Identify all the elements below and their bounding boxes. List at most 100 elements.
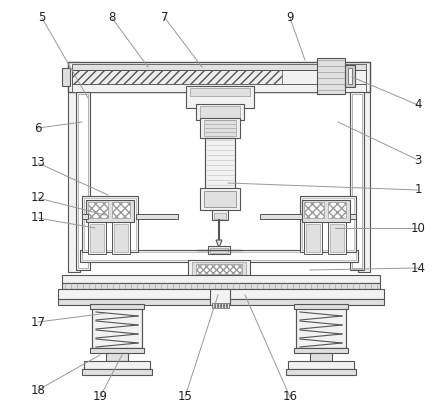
Bar [286, 369, 356, 375]
Bar [58, 289, 384, 299]
Bar [205, 138, 235, 198]
Bar [227, 303, 229, 308]
Bar [345, 65, 355, 87]
Text: 16: 16 [283, 391, 298, 403]
Bar [302, 198, 354, 250]
Bar [114, 224, 128, 252]
Bar [296, 308, 346, 348]
Bar [72, 64, 366, 70]
Bar [62, 283, 380, 289]
Bar [296, 308, 346, 348]
Text: 10: 10 [411, 222, 425, 235]
Bar [208, 246, 230, 254]
Bar [350, 92, 364, 270]
Bar [88, 222, 106, 254]
Bar [304, 202, 324, 218]
Bar [62, 275, 380, 283]
Bar [210, 289, 230, 305]
Bar [310, 353, 332, 361]
Bar [112, 222, 130, 254]
Bar [260, 214, 302, 219]
Text: 11: 11 [31, 212, 46, 225]
Text: 5: 5 [38, 11, 46, 24]
Bar [112, 202, 130, 218]
Bar [215, 303, 217, 308]
Bar [90, 224, 104, 252]
Bar [136, 214, 178, 219]
Text: 19: 19 [93, 391, 108, 403]
Bar [352, 94, 362, 268]
Text: 17: 17 [31, 316, 46, 328]
Bar [88, 202, 108, 218]
Bar [210, 248, 228, 253]
Bar [224, 303, 226, 308]
Text: 13: 13 [31, 157, 46, 170]
Bar [78, 94, 88, 268]
Bar [192, 262, 246, 276]
Bar [300, 196, 356, 252]
Bar [214, 213, 226, 219]
Text: 15: 15 [178, 391, 192, 403]
Bar [350, 214, 356, 219]
Text: 14: 14 [411, 261, 425, 274]
Bar [204, 120, 236, 136]
Bar [294, 304, 348, 309]
Bar [186, 86, 254, 108]
Bar [84, 198, 136, 250]
Bar [92, 308, 142, 348]
Text: 3: 3 [414, 153, 422, 166]
Bar [212, 303, 214, 308]
Bar [196, 104, 244, 120]
Bar [82, 252, 356, 260]
Bar [205, 138, 235, 198]
Bar [212, 210, 228, 220]
Bar [190, 88, 250, 96]
Bar [200, 106, 240, 118]
Text: 8: 8 [108, 11, 116, 24]
Bar [84, 361, 150, 369]
Bar [317, 58, 345, 94]
Text: 4: 4 [414, 98, 422, 111]
Bar [90, 304, 144, 309]
Polygon shape [216, 240, 222, 248]
Bar [200, 188, 240, 210]
Bar [92, 308, 142, 348]
Bar [348, 68, 352, 84]
Text: 18: 18 [31, 383, 46, 396]
Bar [221, 303, 223, 308]
Bar [86, 200, 134, 222]
Text: 12: 12 [31, 191, 46, 204]
Bar [58, 299, 384, 305]
Bar [294, 348, 348, 353]
Bar [72, 70, 282, 84]
Bar [218, 303, 220, 308]
Bar [304, 222, 322, 254]
Bar [358, 62, 370, 272]
Bar [328, 202, 346, 218]
Text: 1: 1 [414, 184, 422, 197]
Bar [72, 70, 366, 84]
Bar [68, 62, 80, 272]
Bar [82, 196, 138, 252]
Bar [106, 353, 128, 361]
Bar [328, 222, 346, 254]
Bar [80, 250, 358, 262]
Text: 9: 9 [286, 11, 294, 24]
Bar [76, 92, 90, 270]
Bar [200, 118, 240, 138]
Bar [72, 84, 366, 92]
Bar [68, 62, 370, 92]
Bar [82, 369, 152, 375]
Bar [306, 224, 320, 252]
Bar [188, 260, 250, 278]
Text: 7: 7 [161, 11, 169, 24]
Bar [288, 361, 354, 369]
Bar [204, 191, 236, 207]
Bar [90, 348, 144, 353]
Bar [62, 68, 70, 86]
Bar [302, 200, 350, 222]
Text: 6: 6 [34, 122, 42, 134]
Bar [196, 264, 242, 274]
Bar [82, 214, 88, 219]
Bar [330, 224, 344, 252]
